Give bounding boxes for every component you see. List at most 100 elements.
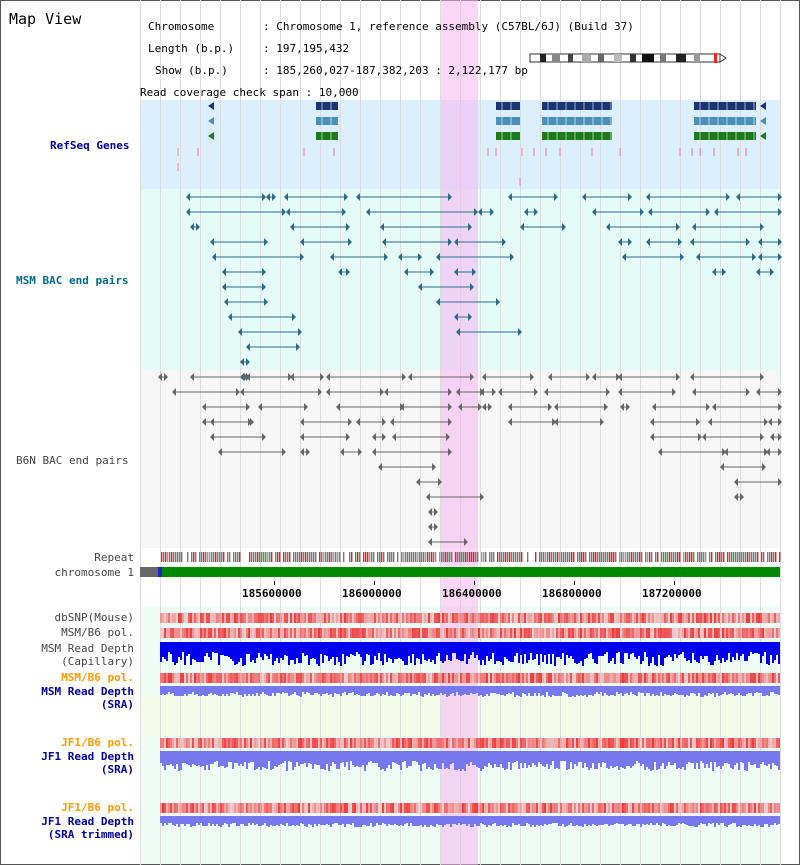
jf1-b6-pol-label-2[interactable]: JF1/B6 pol. (61, 801, 134, 814)
b6n-bac-label[interactable]: B6N BAC end pairs (16, 454, 129, 467)
msm-sra-depth-bar (594, 686, 596, 694)
dbsnp-heat-cell (254, 613, 256, 623)
jf1-sra-depth-bar (574, 751, 576, 764)
dbsnp-heat-cell (466, 613, 468, 623)
dbsnp-heat-cell (204, 613, 206, 623)
jf1-b6-pol-heat-cell (358, 738, 360, 748)
msm-bac-pair-end (186, 193, 190, 201)
msm-sra-depth-bar (616, 686, 618, 692)
dbsnp-heat-cell (470, 613, 472, 623)
msm-b6-pol-label-2[interactable]: MSM/B6 pol. (61, 671, 134, 684)
msm-sra-depth-bar (226, 686, 228, 694)
msm-bac-label[interactable]: MSM BAC end pairs (16, 274, 129, 287)
msm-sra-depth-bar (674, 686, 676, 693)
msm-b6-pol-heat-cell-2 (616, 673, 618, 683)
refseq-genes-label[interactable]: RefSeq Genes (50, 139, 130, 152)
msm-capillary-depth-bar (616, 642, 618, 653)
jf1-b6-pol-label[interactable]: JF1/B6 pol. (61, 736, 134, 749)
selected-region-highlight[interactable] (441, 0, 478, 865)
dbsnp-heat-cell (478, 613, 480, 623)
jf1-trimmed-depth-bar (260, 816, 262, 826)
msm-read-depth-sra-label[interactable]: MSM Read Depth (41, 685, 134, 698)
msm-sra-depth-bar (694, 686, 696, 694)
msm-b6-pol-heat-cell (322, 628, 324, 638)
msm-capillary-depth-bar (726, 642, 728, 660)
jf1-b6-pol-heat-cell-2 (778, 803, 780, 813)
msm-read-depth-capillary-label[interactable]: MSM Read Depth (41, 642, 134, 655)
dbsnp-heat-cell (440, 613, 442, 623)
jf1-sra-depth-bar (484, 751, 486, 766)
jf1-b6-pol-heat-cell-2 (528, 803, 530, 813)
jf1-sra-depth-bar (322, 751, 324, 769)
jf1-trimmed-depth-bar (770, 816, 772, 825)
msm-capillary-depth-bar (200, 642, 202, 662)
jf1-b6-pol-heat-cell (504, 738, 506, 748)
jf1-b6-pol-heat-cell-2 (246, 803, 248, 813)
jf1-b6-pol-heat-cell-2 (478, 803, 480, 813)
msm-b6-pol-heat-cell-2 (402, 673, 404, 683)
msm-b6-pol-heat-cell (726, 628, 728, 638)
jf1-b6-pol-heat-cell (434, 738, 436, 748)
dbsnp-heat-cell (754, 613, 756, 623)
jf1-sra-depth-bar (508, 751, 510, 762)
dbsnp-label[interactable]: dbSNP(Mouse) (54, 611, 134, 624)
jf1-trimmed-depth-bar (552, 816, 554, 823)
msm-b6-pol-heat-cell (492, 628, 494, 638)
jf1-b6-pol-heat-cell-2 (192, 803, 194, 813)
dbsnp-heat-cell (240, 613, 242, 623)
jf1-trimmed-depth-bar (768, 816, 770, 827)
jf1-trimmed-depth-bar (556, 816, 558, 823)
jf1-trimmed-depth-bar (280, 816, 282, 824)
jf1-sra-depth-bar (686, 751, 688, 764)
msm-sra-depth-bar (250, 686, 252, 696)
jf1-read-depth-sra-label[interactable]: JF1 Read Depth (41, 750, 134, 763)
jf1-sra-depth-bar (202, 751, 204, 766)
repeat-element (445, 552, 447, 562)
jf1-b6-pol-heat-cell (642, 738, 644, 748)
msm-sra-depth-bar (544, 686, 546, 697)
dbsnp-heat-cell (456, 613, 458, 623)
msm-b6-pol-heat-cell-2 (670, 673, 672, 683)
jf1-b6-pol-heat-cell (172, 738, 174, 748)
jf1-trimmed-depth-bar (544, 816, 546, 824)
msm-bac-pair-end (330, 253, 334, 261)
msm-b6-pol-label[interactable]: MSM/B6 pol. (61, 626, 134, 639)
msm-b6-pol-heat-cell-2 (462, 673, 464, 683)
jf1-b6-pol-heat-cell (190, 738, 192, 748)
jf1-sra-depth-bar (430, 751, 432, 769)
msm-sra-depth-bar (776, 686, 778, 694)
dbsnp-heat-cell (274, 613, 276, 623)
jf1-b6-pol-heat-cell-2 (520, 803, 522, 813)
dbsnp-heat-cell (648, 613, 650, 623)
dbsnp-heat-cell (760, 613, 762, 623)
msm-b6-pol-heat-cell-2 (164, 673, 166, 683)
jf1-b6-pol-heat-cell (342, 738, 344, 748)
msm-capillary-depth-bar (340, 642, 342, 666)
b6n-bac-pair-end (236, 388, 240, 396)
jf1-read-depth-trimmed-label[interactable]: JF1 Read Depth (41, 815, 134, 828)
msm-capillary-depth-bar (602, 642, 604, 656)
jf1-sra-depth-bar (658, 751, 660, 769)
dbsnp-heat-cell (740, 613, 742, 623)
jf1-sra-depth-bar (712, 751, 714, 771)
msm-bac-pair-end (678, 238, 682, 246)
jf1-b6-pol-heat-cell (414, 738, 416, 748)
repeat-element (309, 552, 311, 562)
msm-b6-pol-heat-cell-2 (200, 673, 202, 683)
msm-sra-depth-bar (518, 686, 520, 696)
jf1-sra-depth-bar (774, 751, 776, 765)
jf1-b6-pol-heat-cell (268, 738, 270, 748)
chromosome-ideogram[interactable] (529, 53, 727, 63)
msm-b6-pol-heat-cell (734, 628, 736, 638)
msm-capillary-depth-bar (464, 642, 466, 654)
msm-capillary-depth-bar (672, 642, 674, 661)
msm-b6-pol-heat-cell (204, 628, 206, 638)
repeat-element (427, 552, 429, 562)
msm-b6-pol-heat-cell (182, 628, 184, 638)
jf1-b6-pol-heat-cell (472, 738, 474, 748)
jf1-b6-pol-heat-cell-2 (456, 803, 458, 813)
msm-capillary-depth-bar (454, 642, 456, 653)
jf1-b6-pol-heat-cell-2 (698, 803, 700, 813)
jf1-trimmed-depth-bar (306, 816, 308, 827)
